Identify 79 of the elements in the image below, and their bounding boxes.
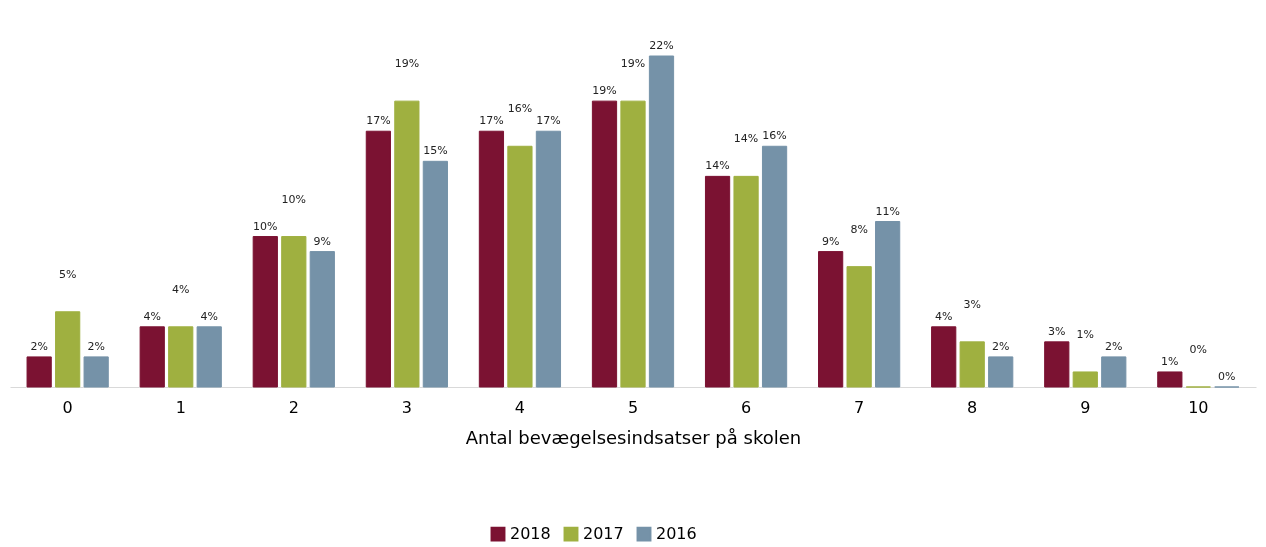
data-label: 15% [423,144,448,158]
legend-label: 2017 [583,524,624,544]
data-label: 2% [30,339,48,353]
data-label: 9% [313,234,332,248]
x-tick-label: 9 [1080,397,1091,417]
data-label: 0% [1189,343,1208,356]
data-label: 4% [200,309,218,323]
bar [507,145,533,388]
data-label: 2% [1105,339,1123,353]
data-label: 19% [394,57,420,71]
x-tick-label: 0 [62,397,73,417]
bar [1101,356,1127,388]
data-label: 22% [649,39,674,52]
bar [846,266,872,388]
bar [55,311,81,388]
bar [761,145,788,388]
data-label: 5% [58,267,77,281]
bar [196,326,222,388]
bar [1044,341,1070,388]
data-label: 0% [1218,370,1236,383]
x-tick-label: 7 [854,397,865,417]
data-label: 4% [143,309,161,323]
bar [648,55,675,388]
data-label: 4% [934,309,953,323]
bar [252,236,278,388]
data-label: 10% [253,219,278,233]
data-label: 1% [1161,354,1179,368]
bar [704,175,731,388]
bar [422,160,448,388]
data-label: 16% [507,102,533,116]
bar [818,251,844,388]
data-label: 9% [821,234,840,248]
bar [26,356,52,388]
bar [959,341,985,388]
bar [478,130,505,388]
data-label: 19% [592,84,617,98]
bar [281,236,307,388]
bar [394,100,420,388]
data-label: 17% [479,114,504,128]
bar [1072,371,1098,388]
bar [733,175,759,388]
data-label: 17% [366,114,391,128]
data-label: 2% [991,339,1010,353]
x-axis-title: Antal bevægelsesindsatser på skolen [465,426,802,448]
legend-label: 2018 [510,524,551,544]
data-label: 19% [620,57,646,71]
data-label: 11% [875,204,900,218]
data-label: 14% [705,159,730,173]
data-label: 4% [172,282,190,296]
data-label: 10% [281,192,307,206]
data-label: 1% [1076,327,1094,341]
bar [309,251,335,388]
x-tick-label: 5 [627,397,639,417]
data-label: 8% [850,222,868,236]
bar [1157,371,1183,388]
x-tick-label: 1 [175,397,186,417]
legend-label: 2016 [656,524,697,544]
bar [875,221,901,388]
bar [591,100,618,388]
bar [988,356,1014,388]
x-tick-label: 6 [740,397,752,417]
data-label: 3% [1048,324,1066,338]
bar [535,130,562,388]
bar [83,356,109,388]
x-tick-label: 2 [288,397,299,417]
x-tick-label: 8 [967,397,978,417]
x-tick-label: 3 [401,397,412,417]
x-tick-label: 10 [1188,397,1209,417]
data-label: 2% [87,339,105,353]
bar [365,130,391,388]
data-label: 16% [762,129,787,143]
data-label: 14% [733,132,759,146]
x-tick-label: 4 [514,397,526,417]
bar [139,326,165,388]
data-label: 17% [536,114,561,128]
bar [168,326,194,388]
bar [931,326,957,388]
bar [620,100,646,388]
data-label: 3% [963,297,981,311]
